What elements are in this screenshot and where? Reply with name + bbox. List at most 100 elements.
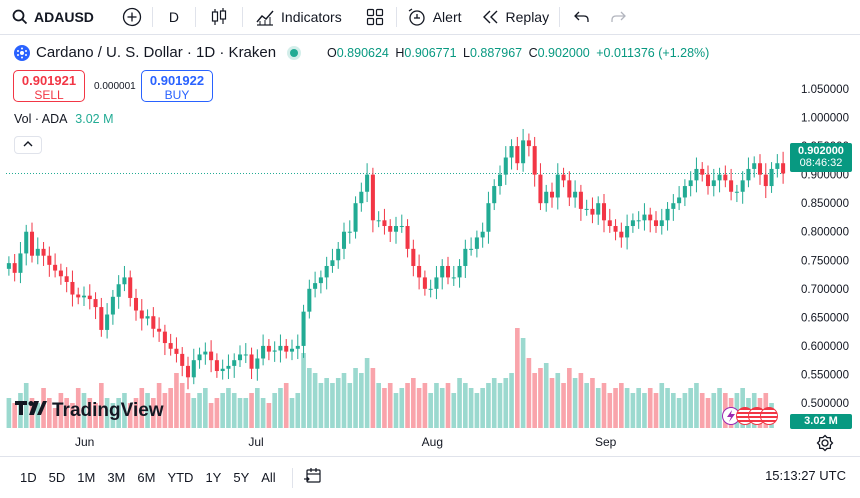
price-tick-label: 0.900000 <box>801 170 849 182</box>
rewind-icon <box>482 9 500 25</box>
volume-bar <box>52 408 58 428</box>
candle-body <box>359 191 364 204</box>
collapse-legend-button[interactable] <box>14 136 42 154</box>
candle-body <box>289 348 295 352</box>
volume-bar <box>151 398 156 428</box>
utc-clock[interactable]: 15:13:27 UTC <box>765 468 846 483</box>
candle-body <box>463 248 468 266</box>
indicators-button[interactable]: Indicators <box>243 0 354 34</box>
volume-bar <box>203 388 208 428</box>
candle-body <box>705 174 711 187</box>
open-label: O <box>327 46 337 60</box>
volume-bar <box>64 398 69 428</box>
undo-button[interactable] <box>560 0 604 34</box>
divider <box>559 7 561 27</box>
candle-body <box>209 351 214 361</box>
candle-body <box>711 180 716 187</box>
volume-bar <box>370 368 376 428</box>
candle-body <box>648 214 653 221</box>
candle-body <box>561 174 566 181</box>
range-button-5y[interactable]: 5Y <box>233 470 250 485</box>
chart-legend[interactable]: Cardano / U. S. Dollar · 1D · Kraken <box>14 44 299 61</box>
candle-body <box>35 248 40 256</box>
candle-body <box>278 345 283 351</box>
interval-button[interactable]: D <box>168 9 180 25</box>
volume-value: 3.02 M <box>75 112 114 126</box>
candle-body <box>625 226 630 238</box>
grid-icon <box>366 8 384 26</box>
candle-body <box>105 314 110 330</box>
layouts-button[interactable] <box>354 0 396 34</box>
candle-body <box>365 174 370 192</box>
volume-bar <box>428 393 433 428</box>
alert-button[interactable]: Alert <box>397 0 472 34</box>
volume-bar <box>168 388 173 428</box>
volume-bar <box>538 368 543 428</box>
events-markers[interactable] <box>722 405 778 427</box>
candle-body <box>266 345 271 352</box>
candle-body <box>486 203 491 232</box>
high-value: 0.906771 <box>404 46 457 60</box>
range-button-1d[interactable]: 1D <box>20 470 37 485</box>
candle-body <box>347 231 352 233</box>
candle-body <box>237 354 243 361</box>
chart-type-button[interactable] <box>196 0 242 34</box>
volume-bar <box>451 393 457 428</box>
volume-bar <box>185 393 191 428</box>
candle-body <box>284 345 289 352</box>
candle-body <box>272 350 277 352</box>
volume-bar <box>330 383 335 428</box>
range-button-ytd[interactable]: YTD <box>167 470 194 485</box>
price-tick-label: 1.050000 <box>801 84 849 96</box>
candle-body <box>763 174 768 187</box>
candle-body <box>740 180 745 192</box>
replay-button[interactable]: Replay <box>472 0 560 34</box>
volume-bar <box>289 398 295 428</box>
volume-bar <box>318 383 324 428</box>
candle-body <box>29 231 35 256</box>
volume-tag: 3.02 M <box>790 414 852 429</box>
volume-bar <box>312 373 318 428</box>
date-tick-label: Aug <box>422 435 443 449</box>
candle-body <box>174 348 179 354</box>
volume-legend[interactable]: Vol · ADA 3.02 M <box>14 112 114 126</box>
volume-bar <box>694 383 699 428</box>
date-tick-label: Jul <box>248 435 263 449</box>
candle-body <box>700 168 705 175</box>
volume-bar <box>231 393 237 428</box>
volume-bar <box>174 373 179 428</box>
range-button-1y[interactable]: 1Y <box>205 470 222 485</box>
buy-button[interactable]: 0.901922 BUY <box>141 70 213 102</box>
volume-bar <box>619 383 624 428</box>
candle-body <box>76 294 81 298</box>
candle-body <box>746 168 751 181</box>
price-chart[interactable]: 1.0500001.0000000.9500000.9000000.850000… <box>0 35 860 455</box>
candle-body <box>659 220 664 227</box>
symbol-search[interactable]: ADAUSD <box>0 0 104 34</box>
volume-bar <box>486 383 491 428</box>
candles-icon <box>210 7 228 27</box>
volume-bar <box>243 398 249 428</box>
goto-date-button[interactable] <box>303 466 323 489</box>
range-button-5d[interactable]: 5D <box>48 470 66 485</box>
candle-body <box>532 146 537 175</box>
candle-body <box>752 163 757 169</box>
price-scale[interactable] <box>787 35 860 455</box>
redo-button[interactable] <box>604 0 632 34</box>
volume-bar <box>543 363 549 428</box>
range-button-6m[interactable]: 6M <box>137 470 156 485</box>
compare-button[interactable] <box>104 0 152 34</box>
volume-bar <box>457 378 462 428</box>
range-button-3m[interactable]: 3M <box>107 470 126 485</box>
volume-bar <box>705 398 711 428</box>
price-tick-label: 0.700000 <box>801 284 849 296</box>
candle-body <box>353 203 358 232</box>
sell-button[interactable]: 0.901921 SELL <box>13 70 85 102</box>
range-button-1m[interactable]: 1M <box>77 470 96 485</box>
range-button-all[interactable]: All <box>261 470 276 485</box>
volume-bar <box>671 393 676 428</box>
volume-bar <box>491 378 497 428</box>
tradingview-logo[interactable]: TradingView <box>15 399 164 423</box>
chart-settings-button[interactable] <box>816 434 834 452</box>
chart-pane[interactable]: 1.0500001.0000000.9500000.9000000.850000… <box>0 35 860 455</box>
